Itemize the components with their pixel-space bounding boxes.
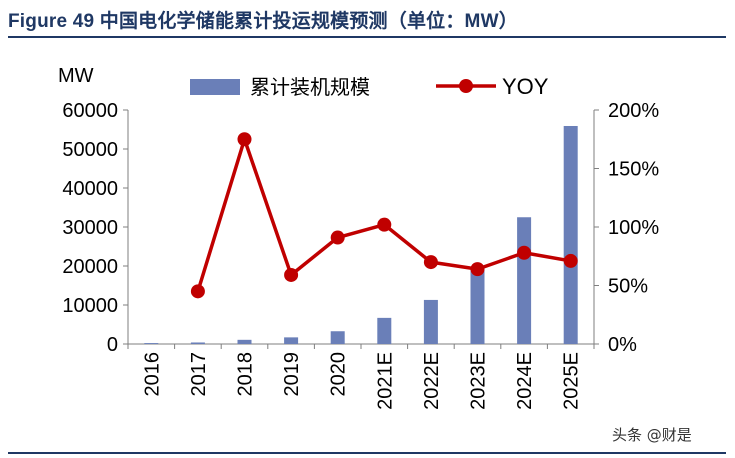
- legend-bar-label: 累计装机规模: [250, 76, 370, 99]
- footer-rule: [8, 452, 726, 454]
- left-tick-label: 50000: [62, 139, 118, 161]
- right-tick-label: 100%: [608, 217, 659, 239]
- left-tick-label: 20000: [62, 256, 118, 278]
- x-tick-label: 2023E: [468, 352, 490, 410]
- right-axis: 0% 50% 100% 150% 200%: [593, 100, 659, 356]
- bar-2018: [237, 339, 252, 344]
- yoy-point-2018: [237, 132, 252, 147]
- right-tick-label: 200%: [608, 100, 659, 122]
- x-tick-label: 2018: [235, 352, 257, 397]
- yoy-line: [196, 137, 572, 292]
- bar-2022E: [423, 299, 438, 344]
- right-tick-label: 150%: [608, 159, 659, 181]
- left-axis: 0 10000 20000 30000 40000 50000 60000: [62, 100, 129, 356]
- left-tick-label: 10000: [62, 295, 118, 317]
- x-tick-label: 2017: [188, 352, 210, 397]
- x-tick-label: 2016: [141, 352, 163, 397]
- x-axis: 2016 2017 2018 2019 2020 2021E 2022E 2023E 2024E…: [127, 343, 595, 410]
- yoy-point-2017: [190, 284, 205, 299]
- bar-2020: [330, 331, 345, 344]
- legend-line-label: YOY: [502, 74, 549, 99]
- legend: 累计装机规模 YOY: [190, 74, 549, 99]
- yoy-point-2019: [284, 267, 299, 282]
- bar-2016: [144, 343, 159, 344]
- right-tick-label: 0%: [608, 334, 637, 356]
- left-axis-unit: MW: [58, 65, 94, 87]
- figure-title: Figure 49 中国电化学储能累计投运规模预测（单位：MW）: [8, 11, 518, 32]
- left-tick-label: 60000: [62, 100, 118, 122]
- yoy-point-2020: [330, 230, 345, 245]
- legend-line-marker: [459, 79, 473, 93]
- x-tick-label: 2022E: [421, 352, 443, 410]
- x-tick-label: 2020: [328, 352, 350, 397]
- bar-2021E: [377, 317, 392, 344]
- bar-2017: [190, 342, 205, 344]
- yoy-line-series: [190, 132, 578, 299]
- x-tick-label: 2019: [281, 352, 303, 397]
- title-rule: [8, 36, 726, 38]
- x-tick-label: 2024E: [514, 352, 536, 410]
- x-tick-label: 2021E: [374, 352, 396, 410]
- right-tick-label: 50%: [608, 276, 648, 298]
- bar-series: [144, 125, 578, 345]
- watermark: 头条 @财是: [612, 426, 692, 444]
- bar-2023E: [470, 267, 485, 344]
- yoy-point-2024E: [517, 245, 532, 260]
- legend-bar-swatch: [190, 79, 240, 95]
- left-tick-label: 40000: [62, 178, 118, 200]
- yoy-point-2025E: [563, 253, 578, 268]
- yoy-point-2021E: [377, 217, 392, 232]
- yoy-point-2023E: [470, 262, 485, 277]
- bar-2024E: [517, 217, 532, 344]
- left-tick-label: 0: [107, 334, 118, 356]
- bar-2019: [284, 337, 299, 344]
- yoy-point-2022E: [423, 255, 438, 270]
- x-tick-label: 2025E: [561, 352, 583, 410]
- left-tick-label: 30000: [62, 217, 118, 239]
- bar-2025E: [563, 125, 578, 345]
